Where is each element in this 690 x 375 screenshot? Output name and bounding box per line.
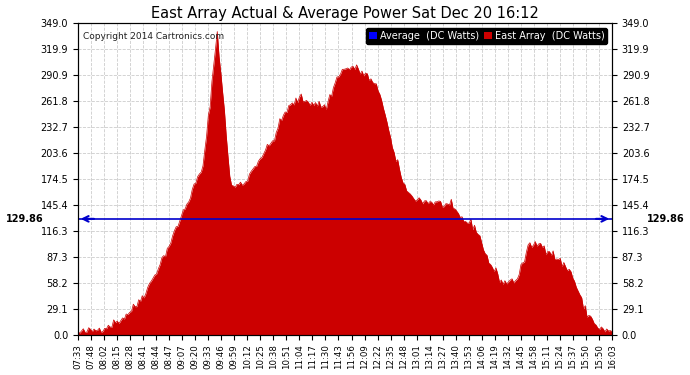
Text: 129.86: 129.86: [6, 214, 43, 224]
Text: 129.86: 129.86: [647, 214, 684, 224]
Title: East Array Actual & Average Power Sat Dec 20 16:12: East Array Actual & Average Power Sat De…: [151, 6, 539, 21]
Legend: Average  (DC Watts), East Array  (DC Watts): Average (DC Watts), East Array (DC Watts…: [366, 28, 607, 44]
Text: Copyright 2014 Cartronics.com: Copyright 2014 Cartronics.com: [83, 33, 224, 42]
